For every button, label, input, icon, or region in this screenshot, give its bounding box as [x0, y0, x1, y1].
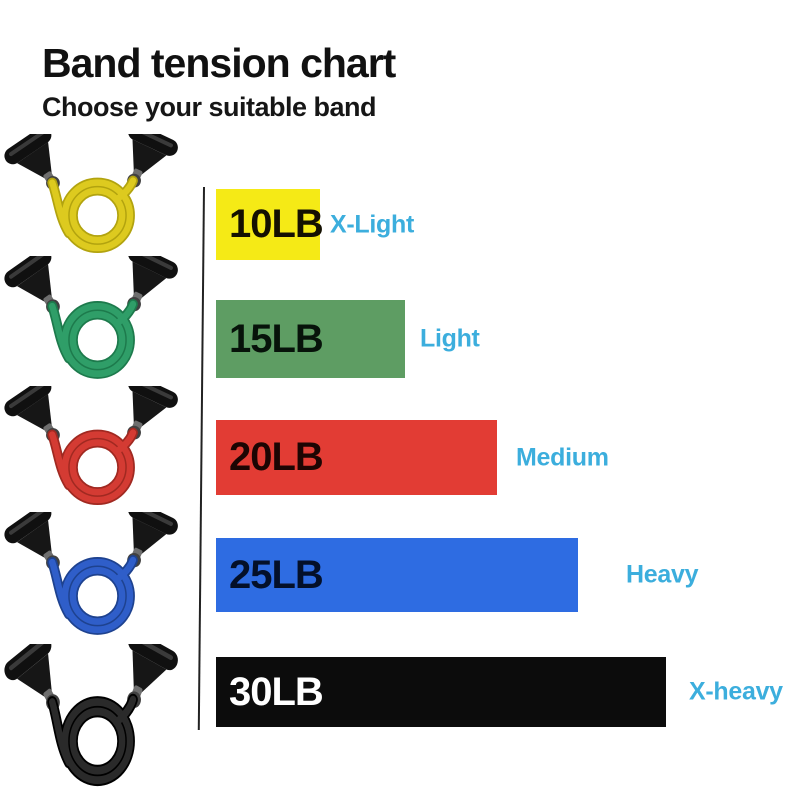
tension-level-label: Light [420, 324, 480, 353]
tension-level-label: Heavy [626, 560, 699, 589]
tension-level-label: X-heavy [689, 677, 783, 706]
tension-value-label: 25LB [229, 552, 324, 597]
tension-level-label: X-Light [330, 210, 414, 238]
resistance-band-illustration [4, 644, 178, 787]
tension-bar: 15LB [216, 300, 405, 378]
yellow-band-photo [2, 134, 194, 258]
tube-coil [49, 300, 137, 378]
tension-value-label: 10LB [229, 202, 324, 246]
right-handle [127, 256, 178, 312]
tension-bar: 20LB [216, 420, 497, 495]
green-band-photo [2, 256, 194, 384]
blue-band-photo [2, 512, 194, 640]
tension-row: 25LB Heavy [0, 538, 800, 612]
page-title: Band tension chart [42, 40, 396, 86]
tube-coil [49, 429, 137, 504]
tension-value-label: 30LB [229, 669, 324, 714]
tube-coil [49, 556, 137, 634]
red-band-photo [2, 386, 194, 510]
tube-coil [49, 177, 137, 252]
tension-row: 30LB X-heavy [0, 657, 800, 727]
resistance-band-illustration [4, 134, 178, 254]
tension-bar: 10LB [216, 189, 324, 260]
tension-row: 20LB Medium [0, 420, 800, 495]
page-subtitle: Choose your suitable band [42, 92, 377, 122]
tension-bar: 30LB [216, 657, 666, 727]
tension-row: 10LB X-Light [0, 189, 800, 260]
black-band-photo [2, 644, 194, 792]
resistance-band-illustration [4, 386, 178, 506]
left-handle [4, 512, 60, 570]
tension-level-label: Medium [516, 443, 609, 471]
resistance-band-illustration [4, 256, 178, 379]
right-handle [127, 386, 178, 440]
tube-coil [49, 695, 137, 785]
tension-value-label: 15LB [229, 316, 324, 361]
right-handle [127, 644, 178, 708]
resistance-band-illustration [4, 512, 178, 635]
tension-bar: 25LB [216, 538, 578, 612]
tension-row: 15LB Light [0, 300, 800, 378]
tension-value-label: 20LB [229, 435, 324, 479]
